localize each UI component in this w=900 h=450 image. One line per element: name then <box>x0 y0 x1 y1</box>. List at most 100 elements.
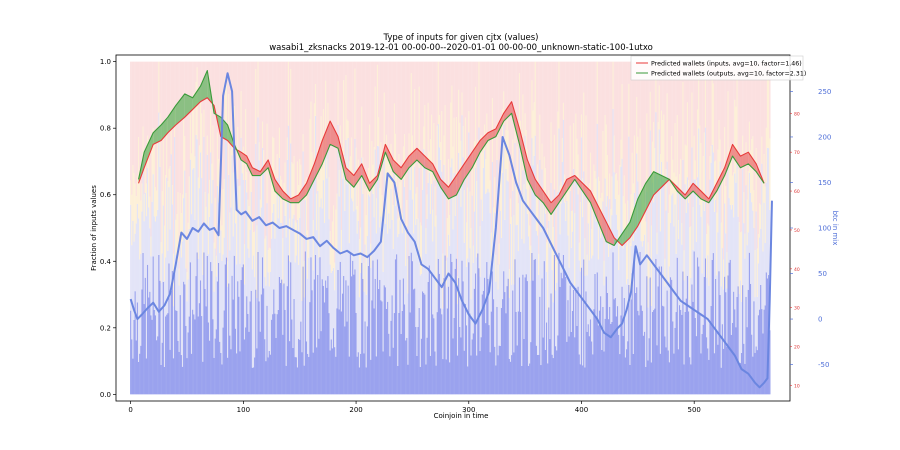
bar-segment <box>405 340 407 395</box>
bar-segment <box>731 204 734 323</box>
bar-segment <box>459 189 461 327</box>
bar-segment <box>314 115 317 255</box>
bar-segment <box>574 285 576 338</box>
bar-segment <box>438 273 441 395</box>
bar-segment <box>429 139 432 214</box>
bar-segment <box>586 254 588 276</box>
bar-segment <box>710 145 712 163</box>
bar-segment <box>695 61 698 180</box>
bar-segment <box>296 61 299 162</box>
bar-segment <box>561 61 564 139</box>
bar-segment <box>756 61 759 249</box>
bar-segment <box>538 354 540 395</box>
bar-segment <box>275 61 277 182</box>
bar-segment <box>269 61 272 249</box>
bar-segment <box>579 61 582 203</box>
bar-segment <box>382 351 384 395</box>
bar-segment <box>424 294 426 395</box>
bar-segment <box>486 192 488 263</box>
bar-segment <box>756 296 759 351</box>
bar-segment <box>257 61 259 118</box>
bar-segment <box>170 154 172 291</box>
bar-segment <box>469 313 471 395</box>
bar-segment <box>749 192 752 284</box>
bar-segment <box>455 184 458 259</box>
bar-segment <box>605 61 608 125</box>
bar-segment <box>414 288 416 395</box>
bar-segment <box>759 237 761 310</box>
bar-segment <box>371 186 373 301</box>
bar-segment <box>159 280 161 395</box>
bar-segment <box>255 61 257 70</box>
bar-segment <box>631 61 633 153</box>
bar-segment <box>383 92 386 159</box>
bar-segment <box>733 172 735 218</box>
bar-segment <box>584 238 586 276</box>
bar-segment <box>545 322 548 395</box>
bar-segment <box>150 236 152 257</box>
bar-segment <box>603 260 605 286</box>
bar-segment <box>748 61 751 122</box>
bar-segment <box>511 61 513 217</box>
bar-segment <box>614 61 617 175</box>
bar-segment <box>165 316 167 395</box>
bar-segment <box>227 286 229 358</box>
bar-segment <box>505 168 507 314</box>
bar-segment <box>461 61 463 93</box>
bar-segment <box>752 356 754 395</box>
bar-segment <box>336 61 338 194</box>
bar-segment <box>694 179 697 318</box>
bar-segment <box>716 275 718 332</box>
bar-segment <box>323 152 326 223</box>
bar-segment <box>648 61 650 258</box>
bar-segment <box>594 273 596 395</box>
bar-segment <box>565 276 567 395</box>
bar-segment <box>188 61 191 177</box>
bar-segment <box>458 89 460 153</box>
bar-segment <box>729 259 732 395</box>
bar-segment <box>426 61 428 195</box>
bar-segment <box>566 61 568 185</box>
bar-segment <box>425 61 427 229</box>
bar-segment <box>513 352 515 395</box>
bar-segment <box>654 308 656 395</box>
bar-segment <box>432 241 434 315</box>
bar-segment <box>440 308 442 395</box>
bar-segment <box>631 152 633 218</box>
fill-segment <box>732 144 741 168</box>
bar-segment <box>471 339 473 395</box>
bar-segment <box>454 215 457 269</box>
bar-segment <box>746 199 748 246</box>
bar-segment <box>256 61 258 226</box>
bar-segment <box>494 177 496 213</box>
bar-segment <box>355 61 357 148</box>
bar-segment <box>146 61 149 136</box>
bar-segment <box>449 362 451 395</box>
bar-segment <box>145 61 148 184</box>
bar-segment <box>449 215 451 246</box>
bar-segment <box>747 232 750 290</box>
bar-segment <box>343 61 345 81</box>
bar-segment <box>711 259 713 395</box>
bar-segment <box>602 201 604 307</box>
bar-segment <box>282 334 284 395</box>
bar-segment <box>373 217 375 309</box>
bar-segment <box>756 350 759 395</box>
bar-segment <box>239 351 241 395</box>
bar-segment <box>208 179 211 217</box>
bar-segment <box>640 305 642 395</box>
bar-segment <box>214 197 216 249</box>
bar-segment <box>753 190 755 228</box>
bar-segment <box>321 279 324 395</box>
bar-segment <box>358 61 361 240</box>
bar-segment <box>682 271 684 395</box>
bar-segment <box>562 254 565 395</box>
bar-segment <box>517 203 520 252</box>
bar-segment <box>396 186 398 255</box>
bar-segment <box>360 272 362 354</box>
bar-segment <box>284 215 286 310</box>
fill-segment <box>416 148 425 168</box>
bar-segment <box>601 349 603 395</box>
bar-segment <box>513 61 515 216</box>
bar-segment <box>693 251 695 395</box>
